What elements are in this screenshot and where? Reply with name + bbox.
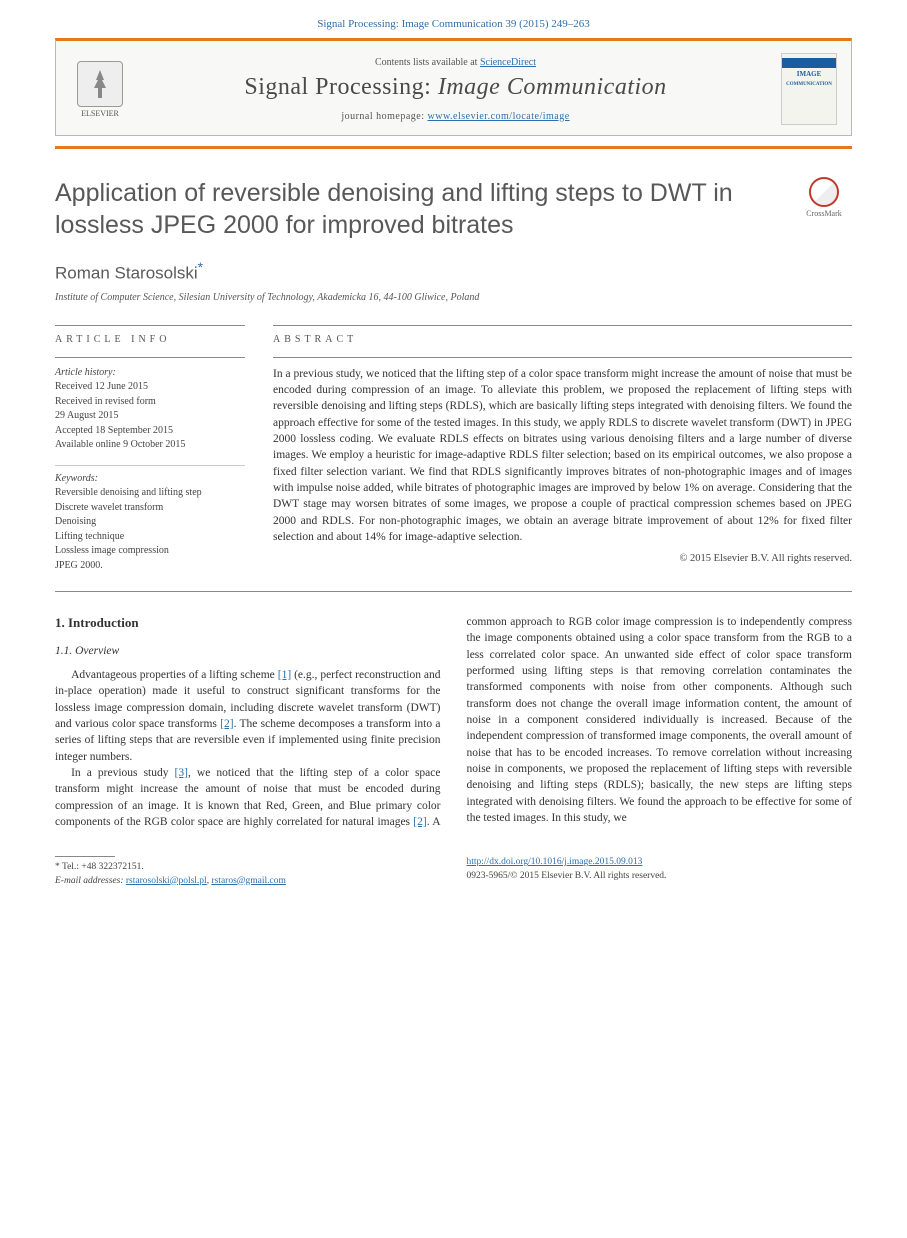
- keyword-item: Reversible denoising and lifting step: [55, 486, 245, 501]
- footnotes: * Tel.: +48 322372151. E-mail addresses:…: [55, 856, 852, 888]
- tel-value: +48 322372151.: [81, 862, 143, 872]
- crossmark-icon: [809, 177, 839, 207]
- footnote-rule: [55, 856, 115, 857]
- orange-divider: [55, 146, 852, 149]
- keyword-item: Lifting technique: [55, 530, 245, 545]
- section-heading-1-1: 1.1. Overview: [55, 643, 441, 659]
- reference-link[interactable]: [1]: [278, 669, 291, 681]
- body-text-run: Advantageous properties of a lifting sch…: [71, 669, 278, 681]
- abstract-rule: [273, 325, 852, 326]
- email-link[interactable]: rstarosolski@polsl.pl: [126, 876, 207, 886]
- abstract-rule-2: [273, 357, 852, 358]
- history-online: Available online 9 October 2015: [55, 438, 245, 453]
- body-text-run: . A common approach to RGB color image c…: [427, 616, 852, 828]
- contents-prefix: Contents lists available at: [375, 57, 480, 68]
- footnote-doi: http://dx.doi.org/10.1016/j.image.2015.0…: [467, 856, 853, 869]
- header-citation: Signal Processing: Image Communication 3…: [0, 0, 907, 38]
- keyword-item: JPEG 2000.: [55, 559, 245, 574]
- history-head: Article history:: [55, 366, 245, 381]
- tel-label: * Tel.:: [55, 862, 81, 872]
- footnote-tel: * Tel.: +48 322372151.: [55, 861, 441, 874]
- elsevier-label: ELSEVIER: [81, 109, 119, 118]
- abstract-copyright: © 2015 Elsevier B.V. All rights reserved…: [273, 553, 852, 564]
- keywords-block: Keywords: Reversible denoising and lifti…: [55, 465, 245, 574]
- section-heading-1: 1. Introduction: [55, 614, 441, 632]
- body-paragraph: Advantageous properties of a lifting sch…: [55, 667, 441, 765]
- elsevier-tree-icon: [77, 61, 123, 107]
- history-received: Received 12 June 2015: [55, 380, 245, 395]
- journal-name: Signal Processing: Image Communication: [142, 74, 769, 101]
- crossmark-badge[interactable]: CrossMark: [796, 177, 852, 218]
- footnote-email: E-mail addresses: rstarosolski@polsl.pl,…: [55, 875, 441, 888]
- abstract-column: ABSTRACT In a previous study, we noticed…: [273, 325, 852, 574]
- body-text: 1. Introduction 1.1. Overview Advantageo…: [55, 614, 852, 830]
- cover-label: IMAGE: [797, 71, 822, 79]
- homepage-link[interactable]: www.elsevier.com/locate/image: [428, 111, 570, 122]
- keywords-head: Keywords:: [55, 472, 245, 487]
- cover-sublabel: COMMUNICATION: [786, 82, 832, 88]
- info-rule: [55, 325, 245, 326]
- body-text-run: In a previous study: [71, 767, 174, 779]
- article-history: Article history: Received 12 June 2015 R…: [55, 366, 245, 453]
- journal-name-italic: Image Communication: [438, 74, 667, 100]
- banner-center: Contents lists available at ScienceDirec…: [142, 57, 769, 122]
- elsevier-logo: ELSEVIER: [70, 55, 130, 123]
- email-link[interactable]: rstaros@gmail.com: [211, 876, 285, 886]
- affiliation: Institute of Computer Science, Silesian …: [55, 292, 852, 303]
- abstract-label: ABSTRACT: [273, 334, 852, 345]
- doi-link[interactable]: http://dx.doi.org/10.1016/j.image.2015.0…: [467, 857, 643, 867]
- journal-cover-thumbnail: IMAGE COMMUNICATION: [781, 53, 837, 125]
- keyword-item: Lossless image compression: [55, 544, 245, 559]
- article-info-column: ARTICLE INFO Article history: Received 1…: [55, 325, 245, 574]
- reference-link[interactable]: [2]: [413, 816, 426, 828]
- email-label: E-mail addresses:: [55, 876, 126, 886]
- history-revised-1: Received in revised form: [55, 395, 245, 410]
- sciencedirect-link[interactable]: ScienceDirect: [480, 57, 536, 68]
- author-line: Roman Starosolski*: [55, 259, 852, 284]
- crossmark-label: CrossMark: [806, 209, 842, 218]
- cover-stripe: [782, 58, 836, 68]
- corresponding-author-star: *: [198, 259, 203, 275]
- keyword-item: Denoising: [55, 515, 245, 530]
- reference-link[interactable]: [2]: [220, 718, 233, 730]
- keyword-item: Discrete wavelet transform: [55, 501, 245, 516]
- footnote-issn: 0923-5965/© 2015 Elsevier B.V. All right…: [467, 870, 853, 883]
- journal-name-plain: Signal Processing:: [244, 74, 438, 100]
- history-accepted: Accepted 18 September 2015: [55, 424, 245, 439]
- abstract-text: In a previous study, we noticed that the…: [273, 366, 852, 546]
- contents-available-line: Contents lists available at ScienceDirec…: [142, 57, 769, 68]
- article-info-label: ARTICLE INFO: [55, 334, 245, 345]
- info-rule-2: [55, 357, 245, 358]
- journal-banner: ELSEVIER Contents lists available at Sci…: [55, 38, 852, 136]
- article-title: Application of reversible denoising and …: [55, 177, 780, 241]
- reference-link[interactable]: [3]: [175, 767, 188, 779]
- author-name: Roman Starosolski: [55, 264, 198, 283]
- homepage-prefix: journal homepage:: [341, 111, 427, 122]
- body-divider: [55, 591, 852, 592]
- homepage-line: journal homepage: www.elsevier.com/locat…: [142, 111, 769, 122]
- history-revised-2: 29 August 2015: [55, 409, 245, 424]
